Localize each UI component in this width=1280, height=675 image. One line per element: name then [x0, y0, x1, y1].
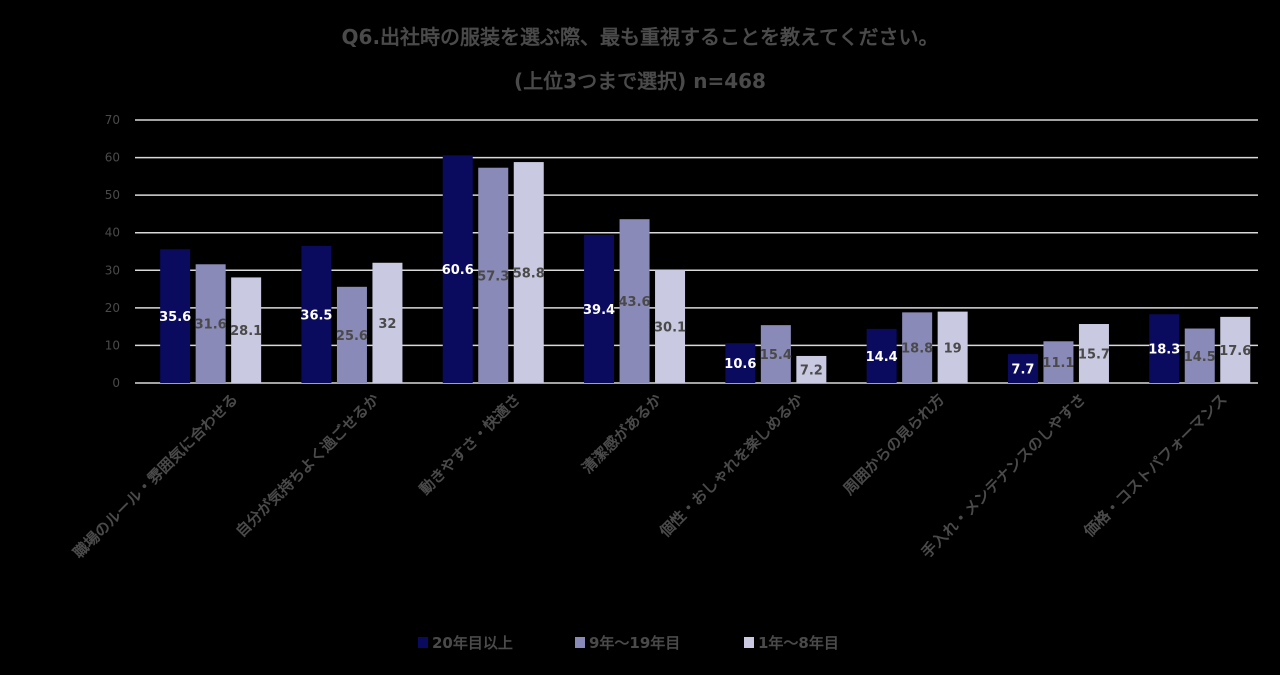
- x-category-label: 価格・コストパフォーマンス: [1079, 390, 1230, 541]
- bar: [902, 312, 933, 383]
- bar: [866, 328, 897, 383]
- y-tick-label: 10: [105, 338, 120, 352]
- legend-swatch: [418, 637, 428, 648]
- x-category-label: 手入れ・メンテナンスのしやすさ: [918, 390, 1090, 562]
- x-category-label: 清潔感があるか: [578, 390, 665, 477]
- data-label: 28.1: [230, 324, 262, 339]
- bar: [336, 286, 367, 383]
- y-tick-label: 50: [105, 188, 120, 202]
- bar: [301, 245, 332, 383]
- data-label: 57.3: [477, 269, 509, 284]
- data-label: 18.8: [901, 342, 933, 357]
- legend-entry: 9年～19年目: [589, 634, 680, 652]
- bar: [1184, 328, 1215, 383]
- data-label: 14.4: [866, 350, 898, 365]
- y-tick-label: 20: [105, 301, 120, 315]
- legend-entry: 1年～8年目: [758, 634, 839, 652]
- data-label: 7.7: [1011, 363, 1034, 378]
- data-label: 32: [378, 317, 396, 332]
- data-label: 60.6: [442, 263, 474, 278]
- bar: [372, 262, 403, 383]
- y-tick-label: 70: [105, 113, 120, 127]
- bar: [725, 343, 756, 383]
- data-label: 15.7: [1078, 348, 1110, 363]
- y-axis-ticks: 0 10 20 30 40 50 60 70: [105, 113, 120, 390]
- legend-swatch: [575, 637, 585, 648]
- bar: [160, 249, 191, 383]
- data-label: 58.8: [513, 267, 545, 282]
- data-label: 11.1: [1042, 356, 1074, 371]
- bar: [1220, 316, 1251, 383]
- data-label: 39.4: [583, 303, 615, 318]
- data-label: 10.6: [724, 357, 756, 372]
- bar: [584, 234, 615, 383]
- bar: [937, 311, 968, 383]
- bar: [1007, 354, 1038, 383]
- y-tick-label: 40: [105, 226, 120, 240]
- data-label: 7.2: [800, 363, 823, 378]
- x-category-label: 自分が気持ちよく過ごせるか: [232, 390, 383, 541]
- bar: [1149, 314, 1180, 383]
- x-category-label: 職場のルール・雰囲気に合わせる: [70, 390, 242, 562]
- bar: [796, 355, 827, 383]
- data-label: 35.6: [159, 310, 191, 325]
- x-category-label: 動きやすさ・快適さ: [416, 390, 524, 498]
- bar: [655, 269, 686, 383]
- data-label: 31.6: [195, 318, 227, 333]
- bar: [1043, 341, 1074, 383]
- legend-swatch: [744, 637, 754, 648]
- data-label: 18.3: [1148, 343, 1180, 358]
- data-label: 25.6: [336, 329, 368, 344]
- data-label: 15.4: [760, 348, 792, 363]
- legend: 20年目以上 9年～19年目 1年～8年目: [418, 634, 839, 652]
- bar: [231, 277, 262, 383]
- chart-subtitle: (上位3つまで選択) n=468: [514, 69, 766, 93]
- y-tick-label: 0: [112, 376, 120, 390]
- value-labels: 35.6 31.6 28.1 36.5 25.6 32 60.6 57.3 58.8 39.4 43…: [159, 263, 1251, 378]
- data-label: 30.1: [654, 320, 686, 335]
- data-label: 14.5: [1184, 350, 1216, 365]
- x-category-label: 個性・おしゃれを楽しめるか: [655, 390, 806, 541]
- data-label: 36.5: [300, 308, 332, 323]
- y-tick-label: 30: [105, 263, 120, 277]
- data-label: 19: [944, 341, 962, 356]
- bars: [160, 155, 1251, 383]
- bar: [1078, 324, 1109, 383]
- chart-title: Q6.出社時の服装を選ぶ際、最も重視することを教えてください。: [342, 25, 939, 49]
- data-label: 17.6: [1219, 344, 1251, 359]
- bar: [195, 264, 226, 383]
- y-tick-label: 60: [105, 151, 120, 165]
- data-label: 43.6: [619, 295, 651, 310]
- bar: [478, 167, 509, 383]
- bar: [619, 219, 650, 383]
- bar: [442, 155, 473, 383]
- bar: [513, 162, 544, 383]
- bar: [760, 325, 791, 383]
- legend-entry: 20年目以上: [432, 634, 513, 652]
- x-category-label: 周囲からの見られ方: [840, 390, 948, 498]
